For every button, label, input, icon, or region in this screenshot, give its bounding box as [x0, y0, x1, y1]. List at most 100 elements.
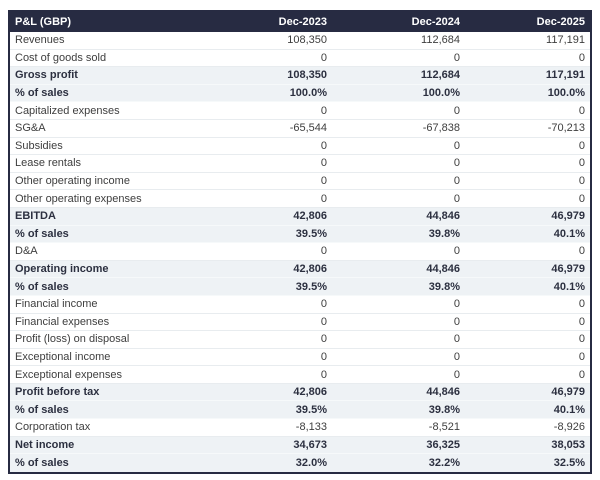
- cell-value: 0: [578, 157, 585, 170]
- row-label: Cost of goods sold: [15, 51, 107, 64]
- column-header-dec-2023: Dec-2023: [278, 16, 327, 28]
- cell-value: 100.0%: [547, 87, 585, 100]
- cell-value: 0: [320, 139, 327, 152]
- cell-value: 39.8%: [428, 403, 460, 416]
- cell-value: 117,191: [545, 69, 585, 82]
- cell-value: 0: [453, 192, 460, 205]
- row-label: Capitalized expenses: [15, 104, 120, 117]
- table-row: Other operating income 0 0 0: [10, 172, 590, 191]
- cell-value: 0: [453, 350, 460, 363]
- cell-value: 39.5%: [295, 403, 327, 416]
- cell-value: 0: [453, 245, 460, 258]
- row-label: Exceptional expenses: [15, 368, 123, 381]
- cell-value: 0: [578, 51, 585, 64]
- table-row: Capitalized expenses 0 0 0: [10, 102, 590, 120]
- row-label: Financial income: [15, 298, 98, 311]
- cell-value: 108,350: [287, 34, 327, 47]
- row-label: Corporation tax: [15, 421, 91, 434]
- cell-value: 0: [320, 315, 327, 328]
- row-label: EBITDA: [15, 210, 56, 223]
- cell-value: 112,684: [420, 69, 460, 82]
- table-row: D&A 0 0 0: [10, 243, 590, 261]
- cell-value: 40.1%: [553, 227, 585, 240]
- cell-value: 36,325: [426, 438, 460, 451]
- row-label: SG&A: [15, 122, 46, 135]
- cell-value: -8,133: [295, 421, 327, 434]
- cell-value: 0: [320, 350, 327, 363]
- cell-value: 0: [578, 315, 585, 328]
- cell-value: 39.8%: [428, 280, 460, 293]
- cell-value: 46,979: [551, 386, 585, 399]
- cell-value: 39.5%: [295, 280, 327, 293]
- cell-value: 34,673: [293, 438, 327, 451]
- row-label: Gross profit: [15, 69, 78, 82]
- cell-value: 0: [578, 139, 585, 152]
- cell-value: 46,979: [551, 263, 585, 276]
- cell-value: 0: [578, 245, 585, 258]
- cell-value: 39.5%: [295, 227, 327, 240]
- table-title: P&L (GBP): [15, 16, 72, 28]
- cell-value: 0: [453, 368, 460, 381]
- cell-value: 0: [578, 333, 585, 346]
- cell-value: 40.1%: [553, 280, 585, 293]
- cell-value: 0: [320, 298, 327, 311]
- row-label: Subsidies: [15, 139, 63, 152]
- cell-value: 0: [578, 298, 585, 311]
- cell-value: 0: [320, 368, 327, 381]
- table-row: Revenues 108,350 112,684 117,191: [10, 32, 590, 50]
- cell-value: 117,191: [546, 34, 585, 47]
- cell-value: 0: [320, 157, 327, 170]
- table-row: % of sales 39.5% 39.8% 40.1%: [10, 401, 590, 420]
- table-row: % of sales 32.0% 32.2% 32.5%: [10, 454, 590, 472]
- cell-value: 0: [578, 368, 585, 381]
- cell-value: -8,521: [428, 421, 460, 434]
- cell-value: -67,838: [422, 122, 460, 135]
- table-row: Profit (loss) on disposal 0 0 0: [10, 331, 590, 349]
- cell-value: 42,806: [293, 386, 327, 399]
- table-row: % of sales 39.5% 39.8% 40.1%: [10, 278, 590, 296]
- row-label: Operating income: [15, 263, 109, 276]
- table-row: Corporation tax -8,133 -8,521 -8,926: [10, 419, 590, 437]
- table-row: Financial expenses 0 0 0: [10, 313, 590, 332]
- cell-value: 0: [453, 157, 460, 170]
- cell-value: 44,846: [426, 210, 460, 223]
- cell-value: 112,684: [421, 34, 460, 47]
- cell-value: 0: [320, 192, 327, 205]
- cell-value: 0: [320, 245, 327, 258]
- row-label: % of sales: [15, 280, 69, 293]
- table-row: Financial income 0 0 0: [10, 295, 590, 314]
- cell-value: 44,846: [426, 386, 460, 399]
- cell-value: 32.2%: [428, 457, 460, 470]
- cell-value: 38,053: [551, 438, 585, 451]
- cell-value: 0: [320, 175, 327, 188]
- table-row: Exceptional income 0 0 0: [10, 348, 590, 367]
- cell-value: 32.0%: [295, 457, 327, 470]
- cell-value: 0: [578, 192, 585, 205]
- cell-value: 0: [578, 104, 585, 117]
- cell-value: 40.1%: [553, 403, 585, 416]
- cell-value: 0: [453, 315, 460, 328]
- cell-value: 100.0%: [289, 87, 327, 100]
- cell-value: 44,846: [426, 263, 460, 276]
- table-row: Lease rentals 0 0 0: [10, 155, 590, 173]
- table-row: Exceptional expenses 0 0 0: [10, 366, 590, 384]
- column-header-dec-2025: Dec-2025: [536, 16, 585, 28]
- row-label: Net income: [15, 438, 75, 451]
- cell-value: 100.0%: [422, 87, 460, 100]
- cell-value: -70,213: [547, 122, 585, 135]
- table-row: Net income 34,673 36,325 38,053: [10, 436, 590, 455]
- table-row: Subsidies 0 0 0: [10, 137, 590, 156]
- table-row: Operating income 42,806 44,846 46,979: [10, 260, 590, 279]
- table-row: EBITDA 42,806 44,846 46,979: [10, 207, 590, 226]
- cell-value: 42,806: [293, 210, 327, 223]
- table-body: Revenues 108,350 112,684 117,191 Cost of goo…: [10, 32, 590, 472]
- table-row: Profit before tax 42,806 44,846 46,979: [10, 383, 590, 402]
- row-label: Exceptional income: [15, 350, 111, 363]
- cell-value: 0: [453, 333, 460, 346]
- row-label: % of sales: [15, 227, 69, 240]
- cell-value: 0: [453, 175, 460, 188]
- cell-value: 0: [453, 51, 460, 64]
- table-row: % of sales 39.5% 39.8% 40.1%: [10, 225, 590, 244]
- cell-value: 0: [453, 139, 460, 152]
- cell-value: -65,544: [289, 122, 327, 135]
